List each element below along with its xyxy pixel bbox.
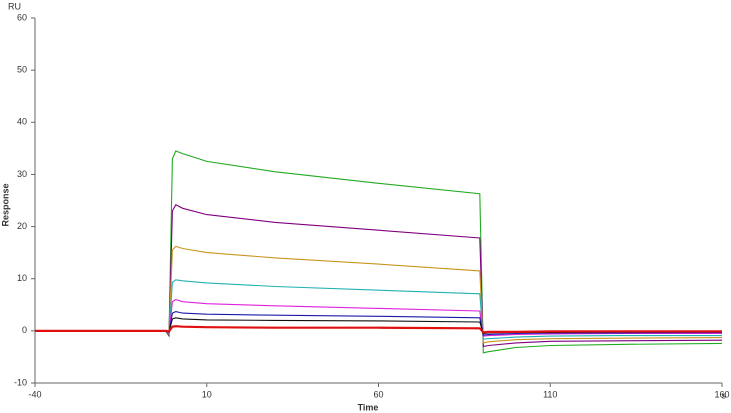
y-tick-label: 20	[17, 221, 27, 231]
x-axis-label: Time	[358, 402, 379, 412]
y-tick-label: 0	[22, 325, 27, 335]
series-line	[35, 150, 723, 354]
y-unit: RU	[8, 1, 21, 11]
y-tick-label: 40	[17, 117, 27, 127]
x-tick-label: 60	[373, 389, 383, 399]
x-tick-label: 160	[714, 389, 729, 399]
x-tick-label: -40	[28, 389, 41, 399]
y-tick-label: -10	[14, 377, 27, 387]
x-tick-label: 110	[543, 389, 557, 399]
series-line	[35, 299, 722, 337]
series-line	[35, 311, 723, 336]
y-tick-label: 10	[17, 273, 27, 283]
y-tick-label: 50	[17, 65, 27, 75]
series-line	[35, 245, 723, 344]
x-unit: s	[722, 390, 727, 400]
y-axis-label: Response	[0, 183, 10, 226]
series-line	[35, 279, 722, 340]
y-tick-label: 60	[17, 12, 27, 22]
x-tick-label: 10	[202, 389, 212, 399]
y-tick-label: 30	[17, 169, 27, 179]
series-line	[35, 203, 723, 348]
series-line	[35, 325, 722, 334]
